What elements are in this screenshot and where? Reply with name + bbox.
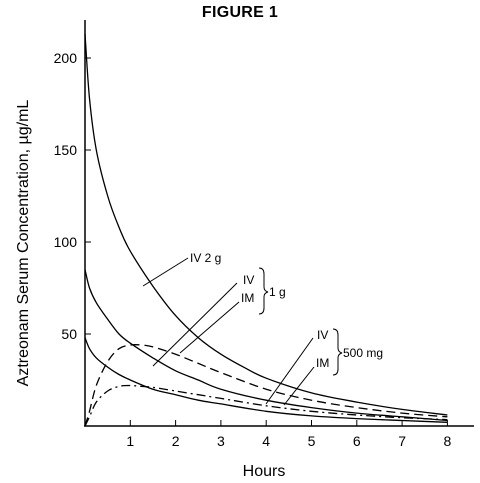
x-tick-label: 3 (217, 433, 225, 449)
x-tick-label: 4 (262, 433, 270, 449)
x-tick-label: 7 (398, 433, 406, 449)
y-tick-label: 150 (54, 142, 78, 158)
series-line-iv-500mg (84, 337, 448, 423)
y-tick-label: 50 (61, 326, 77, 342)
annotation-iv-500mg: IV (317, 328, 328, 342)
annotation-500mg: 500 mg (343, 346, 383, 360)
figure-title: FIGURE 1 (201, 4, 279, 21)
x-tick-label: 8 (444, 433, 452, 449)
leader-iv-500mg (265, 337, 314, 405)
leader-im-1g (179, 301, 240, 354)
series-line-iv-1g (84, 269, 448, 422)
annotation-1g: 1 g (269, 285, 286, 299)
x-tick-label: 5 (308, 433, 316, 449)
x-tick-label: 1 (126, 433, 134, 449)
annotation-im-1g: IM (241, 291, 254, 305)
chart-axes (84, 20, 474, 427)
annotation-im-500mg: IM (316, 356, 329, 370)
x-axis-title: Hours (243, 463, 286, 480)
y-axis-title: Aztreonam Serum Concentration, µg/mL (15, 100, 32, 387)
chart-series (84, 34, 448, 427)
chart-annotations: IV 2 g IV IM 1 g IV IM 500 mg (142, 251, 383, 406)
annotation-iv-1g: IV (243, 273, 254, 287)
x-tick-label: 6 (353, 433, 361, 449)
leader-im-500mg (283, 366, 315, 406)
leader-iv-1g (152, 282, 238, 367)
annotation-iv-2g: IV 2 g (190, 251, 221, 265)
y-tick-label: 200 (54, 50, 78, 66)
y-tick-label: 100 (54, 234, 78, 250)
series-line-iv-2g (84, 34, 448, 416)
brace-500mg (332, 328, 343, 376)
axis-ticks: 1 2 3 4 5 6 7 8 50 100 150 200 (54, 50, 452, 449)
series-line-im-1g (84, 344, 448, 427)
series-line-im-500mg (84, 384, 448, 427)
leader-iv-2g (142, 257, 189, 287)
brace-1g (258, 267, 269, 315)
x-tick-label: 2 (172, 433, 180, 449)
